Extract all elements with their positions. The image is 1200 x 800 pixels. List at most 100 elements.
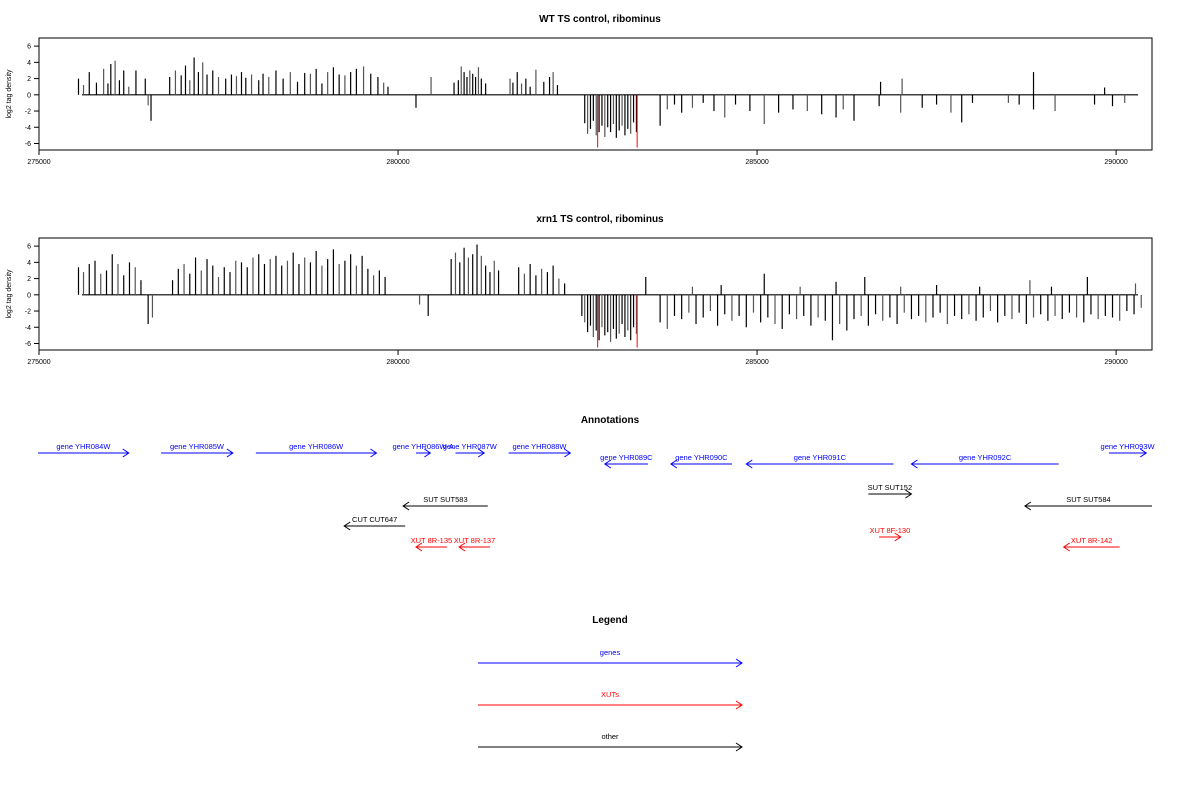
- arrow-head: [477, 448, 486, 458]
- legend-title: Legend: [592, 615, 628, 626]
- x-tick-label: 285000: [745, 159, 768, 166]
- feature-gene: gene YHR091C: [745, 453, 894, 469]
- feature-label: gene YHR091C: [794, 453, 847, 462]
- feature-xut: XUT 8R-137: [454, 536, 496, 552]
- y-tick-label: 6: [27, 244, 31, 251]
- arrow-head: [735, 700, 743, 710]
- feature-label: CUT CUT647: [352, 515, 397, 524]
- x-tick-label: 275000: [27, 159, 50, 166]
- feature-label: gene YHR084W: [56, 442, 111, 451]
- feature-other: CUT CUT647: [343, 515, 406, 531]
- feature-xut: XUT 8F-130: [870, 526, 911, 542]
- feature-gene: gene YHR090C: [669, 453, 732, 469]
- y-tick-label: 4: [27, 60, 31, 67]
- y-tick-label: 0: [27, 92, 31, 99]
- feature-label: XUT 8R-135: [411, 536, 453, 545]
- arrow-head: [669, 459, 678, 469]
- legend-label: other: [601, 732, 619, 741]
- track-panel-1: WT TS control, ribominus 6 4 2 0 -2 -4 -6 log2 t…: [6, 14, 1153, 166]
- arrow-head: [564, 448, 572, 458]
- y-tick-label: 6: [27, 44, 31, 51]
- y-tick-label: -4: [25, 325, 31, 332]
- panel-title: WT TS control, ribominus: [539, 14, 661, 25]
- y-tick-label: -2: [25, 109, 31, 116]
- legend-entry: other: [478, 732, 743, 752]
- arrow-head: [905, 489, 913, 499]
- feature-label: gene YHR085W: [170, 442, 225, 451]
- feature-label: gene YHR088W: [512, 442, 567, 451]
- y-tick-label: 2: [27, 276, 31, 283]
- track-panel-2: xrn1 TS control, ribominus 6 4 2 0 -2 -4 -6 log2…: [6, 214, 1153, 366]
- feature-label: XUT 8F-130: [870, 526, 911, 535]
- arrow-head: [1062, 542, 1070, 552]
- x-tick-label: 280000: [386, 159, 409, 166]
- y-tick-label: -6: [25, 341, 31, 348]
- annotations-panel: Annotations gene YHR084W gene YHR085W gene …: [38, 415, 1156, 552]
- feature-label: SUT SUT583: [423, 495, 467, 504]
- feature-gene: gene YHR093W: [1101, 442, 1156, 458]
- arrow-head: [745, 459, 753, 469]
- arrow-head: [894, 532, 902, 542]
- feature-label: gene YHR092C: [959, 453, 1012, 462]
- feature-label: gene YHR086W-A: [392, 442, 453, 451]
- y-tick-label: -2: [25, 309, 31, 316]
- feature-other: SUT SUT583: [402, 495, 488, 511]
- y-axis-label: log2 tag density: [6, 69, 13, 119]
- legend-label: genes: [600, 648, 621, 657]
- arrow-head: [735, 658, 743, 668]
- feature-gene: gene YHR085W: [161, 442, 234, 458]
- arrow-head: [424, 448, 432, 458]
- x-tick-label: 290000: [1104, 159, 1127, 166]
- panel-title: xrn1 TS control, ribominus: [536, 214, 664, 225]
- feature-other: SUT SUT584: [1024, 495, 1152, 511]
- x-tick-label: 280000: [386, 359, 409, 366]
- feature-label: SUT SUT152: [868, 483, 912, 492]
- plot-frame: [38, 37, 1153, 151]
- y-tick-label: 2: [27, 76, 31, 83]
- arrow-head: [735, 742, 743, 752]
- legend-entry: genes: [478, 648, 743, 668]
- feature-gene: gene YHR086W-A: [392, 442, 454, 458]
- x-tick-label: 275000: [27, 359, 50, 366]
- arrow-head: [402, 501, 410, 511]
- legend-panel: Legend genes XUTs other: [478, 615, 743, 752]
- feature-gene: gene YHR084W: [38, 442, 130, 458]
- feature-gene: gene YHR092C: [910, 453, 1059, 469]
- annotations-title: Annotations: [581, 415, 640, 426]
- feature-label: SUT SUT584: [1066, 495, 1110, 504]
- arrow-head: [1024, 501, 1032, 511]
- arrow-head: [910, 459, 918, 469]
- arrow-head: [122, 448, 130, 458]
- arrow-head: [603, 459, 612, 469]
- arrow-head: [458, 542, 466, 552]
- feature-label: gene YHR086W: [289, 442, 344, 451]
- arrow-head: [1139, 448, 1148, 458]
- y-tick-label: -6: [25, 141, 31, 148]
- arrow-head: [343, 521, 351, 531]
- feature-label: gene YHR089C: [600, 453, 653, 462]
- arrow-head: [226, 448, 234, 458]
- feature-label: gene YHR087W: [443, 442, 498, 451]
- feature-xut: XUT 8R-135: [411, 536, 453, 552]
- legend-entry: XUTs: [478, 690, 743, 710]
- y-tick-label: 4: [27, 260, 31, 267]
- feature-gene: gene YHR089C: [600, 453, 653, 469]
- feature-gene: gene YHR087W: [443, 442, 498, 458]
- y-axis-label: log2 tag density: [6, 269, 13, 319]
- legend-label: XUTs: [601, 690, 619, 699]
- plot-frame: [38, 237, 1153, 351]
- feature-gene: gene YHR086W: [255, 442, 378, 458]
- feature-other: SUT SUT152: [868, 483, 913, 499]
- arrow-head: [415, 542, 423, 552]
- feature-label: XUT 8R-142: [1071, 536, 1113, 545]
- feature-gene: gene YHR088W: [508, 442, 572, 458]
- x-tick-label: 285000: [745, 359, 768, 366]
- feature-xut: XUT 8R-142: [1062, 536, 1120, 552]
- x-tick-label: 290000: [1104, 359, 1127, 366]
- y-tick-label: -4: [25, 125, 31, 132]
- y-tick-label: 0: [27, 292, 31, 299]
- feature-label: gene YHR093W: [1101, 442, 1156, 451]
- arrow-head: [370, 448, 378, 458]
- feature-label: XUT 8R-137: [454, 536, 496, 545]
